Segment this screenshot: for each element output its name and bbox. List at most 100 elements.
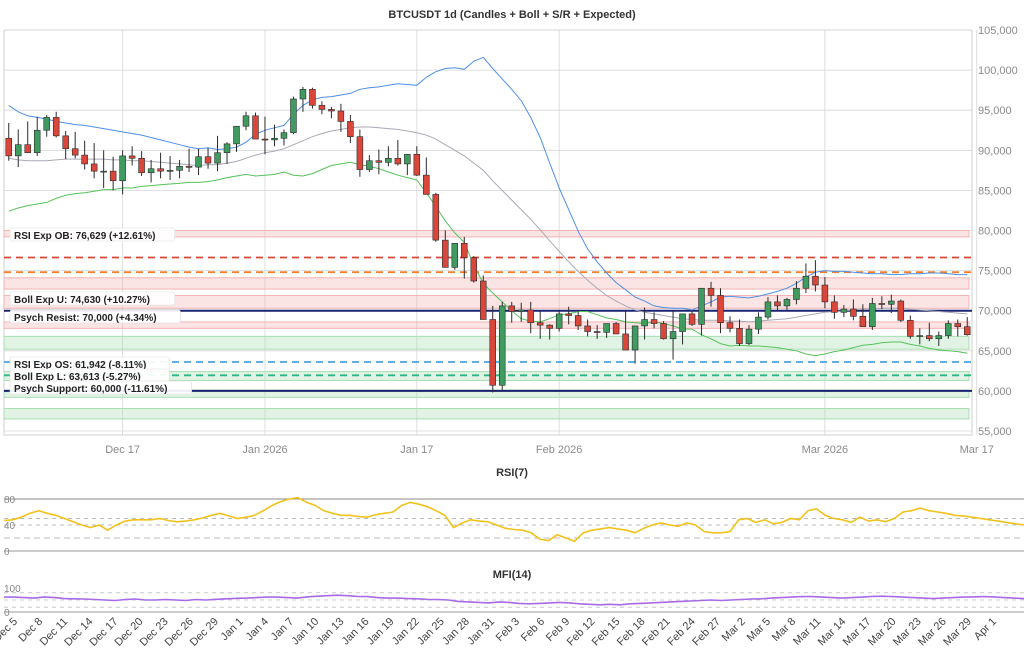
price-tick-label: 95,000 (978, 105, 1012, 117)
price-tick-label: 75,000 (978, 266, 1012, 278)
candle-up (33, 129, 41, 154)
candle-up (641, 319, 648, 327)
candle-up (14, 144, 22, 157)
level-label-text: Boll Exp U: 74,630 (+10.27%) (14, 295, 150, 306)
candle-down (897, 300, 905, 321)
date-tick-label: Dec 17 (105, 444, 140, 456)
candle-down (442, 239, 449, 268)
bottom-date-label: Dec 5 (0, 616, 20, 645)
rsi-panel-title: RSI(7) (496, 467, 528, 479)
candle-down (413, 154, 421, 176)
level-label-text: Psych Resist: 70,000 (+4.34%) (14, 313, 157, 324)
candle-up (119, 155, 126, 182)
candle-down (337, 110, 345, 122)
bollinger-middle-line (8, 126, 968, 323)
candle-up (783, 299, 791, 307)
candle-down (261, 138, 269, 141)
candle-down (318, 105, 326, 110)
candle-up (195, 156, 202, 168)
candle-down (309, 89, 316, 106)
candle-down (736, 328, 743, 344)
candle-down (859, 316, 867, 328)
candle-down (81, 154, 88, 165)
candle-down (157, 168, 164, 172)
candle-up (147, 168, 155, 174)
bottom-date-label: Dec 29 (188, 616, 221, 649)
candle-down (774, 301, 781, 307)
mfi-tick-label: 100 (4, 584, 21, 595)
candle-up (840, 308, 848, 313)
candle-down (71, 148, 79, 156)
bottom-date-label: Jan 1 (218, 616, 246, 644)
candle-down (584, 325, 591, 332)
candle-down (489, 319, 496, 386)
bottom-date-label: Mar 2 (720, 616, 748, 644)
price-tick-label: 90,000 (978, 145, 1012, 157)
candle-down (185, 166, 193, 168)
level-label-background (9, 380, 192, 395)
candle-down (954, 323, 962, 328)
date-tick-label: Feb 2026 (536, 444, 582, 456)
date-tick-label: Jan 17 (400, 444, 433, 456)
candle-up (242, 115, 250, 127)
candle-up (669, 331, 677, 340)
price-tick-label: 80,000 (978, 225, 1012, 237)
candle-up (698, 287, 705, 325)
candle-up (916, 335, 924, 337)
bottom-date-label: Jan 28 (440, 616, 472, 648)
level-label: Boll Exp U: 74,630 (+10.27%) (9, 291, 176, 306)
price-tick-label: 70,000 (978, 306, 1012, 318)
bollinger-lower-line (8, 161, 968, 357)
candle-up (745, 328, 753, 344)
sr-zone-green (3, 335, 970, 350)
candle-up (603, 323, 610, 333)
candle-up (366, 160, 373, 170)
sr-zone-red (3, 229, 970, 238)
candle-up (166, 170, 174, 172)
candle-down (432, 194, 440, 241)
candle-down (726, 322, 734, 329)
price-tick-label: 85,000 (978, 185, 1012, 197)
level-label: Psych Resist: 70,000 (+4.34%) (9, 309, 181, 324)
mfi-panel-title: MFI(14) (493, 569, 532, 581)
bottom-date-label: Feb 3 (494, 616, 522, 644)
candle-down (138, 158, 145, 174)
candle-up (555, 313, 563, 329)
candle-down (812, 275, 819, 286)
candle-up (679, 313, 686, 332)
bottom-date-label: Feb 6 (519, 616, 547, 644)
mfi-line (4, 594, 1024, 606)
candle-up (755, 316, 762, 330)
rsi-panel: 0 40 80 (3, 495, 1024, 558)
candle-up (299, 89, 307, 100)
level-label-text: Boll Exp L: 63,613 (-5.27%) (14, 372, 141, 383)
candle-down (565, 313, 572, 316)
candle-up (271, 137, 278, 141)
candle-down (461, 243, 468, 259)
candle-down (52, 117, 60, 137)
candle-up (233, 125, 240, 145)
bottom-date-label: Mar 5 (745, 616, 773, 644)
rsi-tick-label: 80 (4, 495, 16, 506)
candle-down (593, 331, 601, 333)
candle-down (926, 335, 933, 340)
candle-down (878, 303, 886, 305)
candle-down (109, 170, 117, 182)
candle-down (470, 257, 478, 282)
bottom-date-label: Jan 4 (244, 616, 272, 644)
candle-down (394, 158, 402, 165)
candle-down (622, 333, 629, 351)
candle-up (100, 170, 107, 173)
bottom-date-label: Apr 1 (972, 616, 999, 643)
candle-down (536, 322, 544, 326)
sr-zone-red (3, 277, 970, 290)
candle-up (214, 152, 221, 164)
candle-down (508, 305, 515, 312)
bottom-date-label: Jan 10 (289, 616, 321, 648)
bottom-date-label: Mar 29 (941, 616, 974, 649)
candle-up (802, 275, 810, 289)
candle-down (62, 135, 69, 149)
level-label-text: RSI Exp OB: 76,629 (+12.61%) (14, 231, 155, 242)
